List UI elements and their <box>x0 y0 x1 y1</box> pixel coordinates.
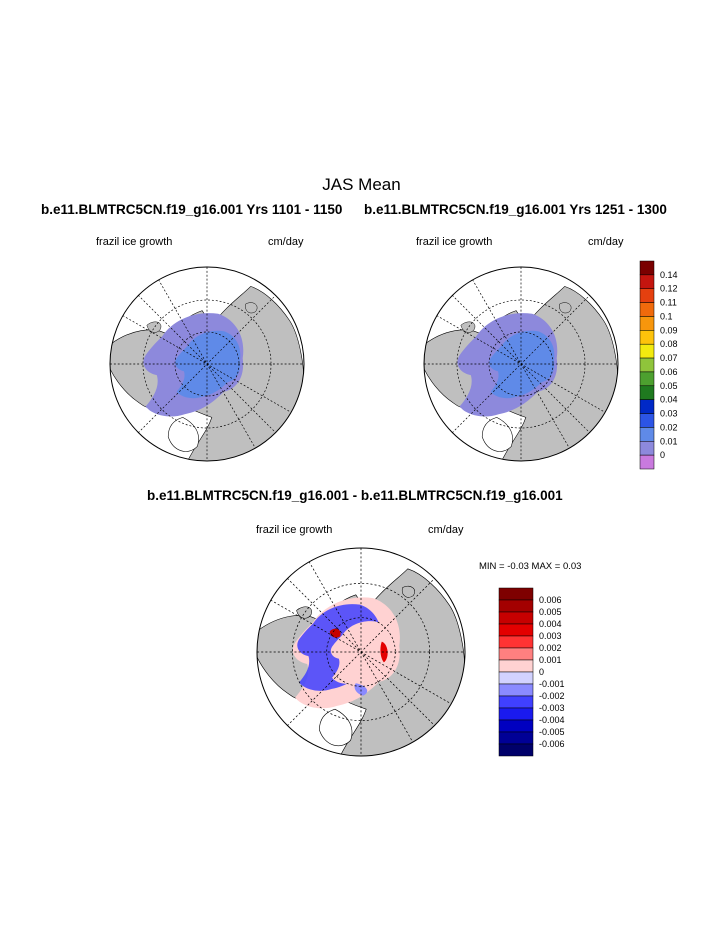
panel3-units-label: cm/day <box>428 524 464 536</box>
panel3-colorbar-tick-label: 0.005 <box>539 607 562 617</box>
panel12-colorbar-tick-label: 0 <box>660 450 665 460</box>
panel2-title: b.e11.BLMTRC5CN.f19_g16.001 Yrs 1251 - 1… <box>364 202 667 217</box>
panel3-colorbar-tick-label: 0.001 <box>539 655 562 665</box>
panel3-colorbar-tick-label: 0.002 <box>539 643 562 653</box>
panel12-colorbar-tick-label: 0.09 <box>660 325 678 335</box>
panel3-minmax: MIN = -0.03 MAX = 0.03 <box>479 561 581 572</box>
figure-title: JAS Mean <box>322 175 401 194</box>
panel12-colorbar-swatch <box>639 427 655 442</box>
panel12-colorbar-swatch <box>639 302 655 317</box>
panel12-colorbar-tick-label: 0.1 <box>660 311 673 321</box>
panel12-colorbar-swatch <box>639 288 655 303</box>
panel3-colorbar-swatch <box>498 659 534 673</box>
panel3-colorbar-swatch <box>498 707 534 721</box>
panel3-colorbar-tick-label: -0.006 <box>539 739 565 749</box>
panel12-colorbar-swatch <box>639 260 655 276</box>
panel12-colorbar-swatch <box>639 330 655 345</box>
panel3-colorbar-tick-label: 0.006 <box>539 595 562 605</box>
panel12-colorbar-tick-label: 0.07 <box>660 353 678 363</box>
min-label: MIN = <box>479 561 505 572</box>
panel12-colorbar: 0.14 0.12 0.11 0.1 0.09 0.08 0.07 0.06 0.05 0.04 0… <box>639 260 678 470</box>
panel1-map-border <box>109 266 305 462</box>
panel12-colorbar-tick-label: 0.04 <box>660 395 678 405</box>
panel12-colorbar-swatch <box>639 274 655 289</box>
panel12-colorbar-tick-label: 0.03 <box>660 409 678 419</box>
panel3-colorbar: 0.006 0.005 0.004 0.003 0.002 0.001 0 -0.001 -0.… <box>498 587 565 757</box>
panel3-colorbar-swatch <box>498 599 534 613</box>
panel12-colorbar-tick-label: 0.14 <box>660 270 678 280</box>
panel1-map <box>110 267 304 461</box>
panel12-colorbar-swatch <box>639 371 655 387</box>
panel3-variable-label: frazil ice growth <box>256 524 333 536</box>
panel3-colorbar-swatch <box>498 731 534 745</box>
panel12-colorbar-tick-label: 0.12 <box>660 284 678 294</box>
panel3-colorbar-swatch <box>498 719 534 733</box>
panel1-variable-label: frazil ice growth <box>96 236 173 248</box>
panel2-map-border <box>423 266 619 462</box>
panel3-title: b.e11.BLMTRC5CN.f19_g16.001 - b.e11.BLMT… <box>147 488 563 503</box>
max-value: 0.03 <box>562 561 582 572</box>
panel12-colorbar-tick-label: 0.08 <box>660 339 678 349</box>
panel2-variable-label: frazil ice growth <box>416 236 493 248</box>
panel2-map <box>424 267 618 461</box>
panel3-colorbar-tick-label: -0.002 <box>539 691 565 701</box>
panel12-colorbar-swatch <box>639 454 655 470</box>
panel12-colorbar-tick-label: 0.11 <box>660 298 677 308</box>
panel12-colorbar-swatch <box>639 385 655 400</box>
panel12-colorbar-swatch <box>639 441 655 456</box>
panel12-colorbar-tick-label: 0.06 <box>660 367 678 377</box>
panel3-colorbar-swatch <box>498 671 534 685</box>
panel12-colorbar-swatch <box>639 343 655 359</box>
panel3-map <box>257 548 465 756</box>
panel3-colorbar-tick-label: 0.004 <box>539 619 562 629</box>
panel12-colorbar-swatch <box>639 399 655 414</box>
panel3-colorbar-swatch <box>498 743 534 757</box>
min-value: -0.03 <box>507 561 529 572</box>
panel12-colorbar-tick-label: 0.05 <box>660 381 678 391</box>
panel12-colorbar-tick-label: 0.01 <box>660 436 678 446</box>
panel12-colorbar-tick-label: 0.02 <box>660 422 678 432</box>
panel3-colorbar-tick-label: 0.003 <box>539 631 562 641</box>
panel1-units-label: cm/day <box>268 236 304 248</box>
panel2-units-label: cm/day <box>588 236 624 248</box>
panel12-colorbar-swatch <box>639 357 655 373</box>
panel3-colorbar-swatch <box>498 623 534 637</box>
max-label: MAX = <box>531 561 561 572</box>
panel3-colorbar-tick-label: -0.003 <box>539 703 565 713</box>
panel3-map-border <box>256 547 466 757</box>
panel3-colorbar-tick-label: -0.001 <box>539 679 565 689</box>
panel3-colorbar-swatch <box>498 587 534 601</box>
panel3-colorbar-swatch <box>498 611 534 625</box>
panel1-title: b.e11.BLMTRC5CN.f19_g16.001 Yrs 1101 - 1… <box>41 202 343 217</box>
panel3-colorbar-swatch <box>498 635 534 649</box>
panel12-colorbar-swatch <box>639 316 655 331</box>
panel3-colorbar-tick-label: -0.004 <box>539 715 565 725</box>
panel3-colorbar-tick-label: -0.005 <box>539 727 565 737</box>
panel3-colorbar-swatch <box>498 695 534 709</box>
panel3-colorbar-tick-label: 0 <box>539 667 544 677</box>
panel3-colorbar-swatch <box>498 647 534 661</box>
panel12-colorbar-swatch <box>639 413 655 428</box>
panel3-colorbar-swatch <box>498 683 534 697</box>
